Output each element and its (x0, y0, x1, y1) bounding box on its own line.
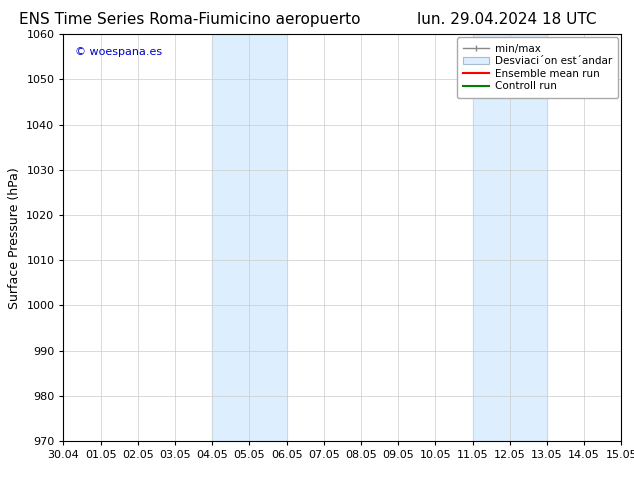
Bar (472, 34, 547, 441)
Text: lun. 29.04.2024 18 UTC: lun. 29.04.2024 18 UTC (417, 12, 597, 27)
Text: © woespana.es: © woespana.es (75, 47, 162, 56)
Legend: min/max, Desviaci´on est´andar, Ensemble mean run, Controll run: min/max, Desviaci´on est´andar, Ensemble… (457, 37, 618, 98)
Bar (212, 34, 287, 441)
Y-axis label: Surface Pressure (hPa): Surface Pressure (hPa) (8, 167, 21, 309)
Text: ENS Time Series Roma-Fiumicino aeropuerto: ENS Time Series Roma-Fiumicino aeropuert… (20, 12, 361, 27)
